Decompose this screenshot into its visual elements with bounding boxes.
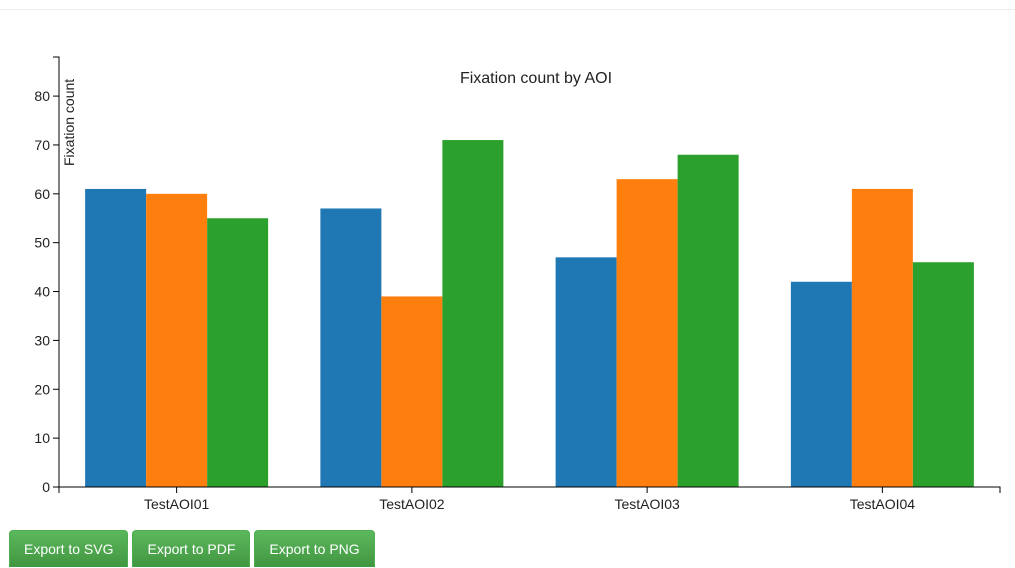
bar-testaoi02-series-3 [442,140,504,487]
y-tick-label: 20 [34,381,50,397]
x-axis: TestAOI01 TestAOI02 TestAOI03 TestAOI04 [58,486,1001,512]
y-axis-line [53,56,60,488]
x-tick-label-testaoi03: TestAOI03 [614,496,680,512]
export-toolbar: Export to SVG Export to PDF Export to PN… [9,530,375,567]
bar-testaoi04-series-3 [912,262,974,487]
y-tick-label: 80 [34,88,50,104]
bar-testaoi02-series-1 [320,208,382,487]
export-png-button[interactable]: Export to PNG [254,530,375,567]
bar-testaoi02-series-2 [381,296,443,487]
bar-testaoi01-series-3 [207,218,269,487]
export-pdf-button[interactable]: Export to PDF [132,530,251,567]
bar-testaoi03-series-3 [677,154,739,487]
bar-testaoi03-series-1 [555,257,617,487]
bar-testaoi03-series-2 [616,179,678,487]
x-tick-label-testaoi01: TestAOI01 [144,496,210,512]
y-axis: 0 10 20 30 40 50 60 70 80 [34,56,60,495]
fixation-count-bar-chart: Fixation count by AOI Fixation count 0 10… [34,56,1001,512]
bars-group [85,140,974,487]
x-axis-line [58,486,1001,493]
y-tick-label: 40 [34,284,50,300]
y-tick-label: 0 [42,479,50,495]
y-tick-label: 60 [34,186,50,202]
x-tick-label-testaoi02: TestAOI02 [379,496,445,512]
bar-testaoi04-series-1 [790,281,852,487]
y-axis-label: Fixation count [61,79,77,166]
y-tick-label: 10 [34,430,50,446]
y-tick-label: 30 [34,332,50,348]
export-svg-button[interactable]: Export to SVG [9,530,129,567]
x-tick-label-testaoi04: TestAOI04 [850,496,916,512]
header-divider [0,9,1015,10]
y-tick-label: 70 [34,137,50,153]
bar-testaoi01-series-2 [146,193,208,487]
bar-testaoi04-series-2 [851,188,913,487]
y-tick-label: 50 [34,235,50,251]
chart-title: Fixation count by AOI [460,70,612,87]
bar-testaoi01-series-1 [85,188,147,487]
